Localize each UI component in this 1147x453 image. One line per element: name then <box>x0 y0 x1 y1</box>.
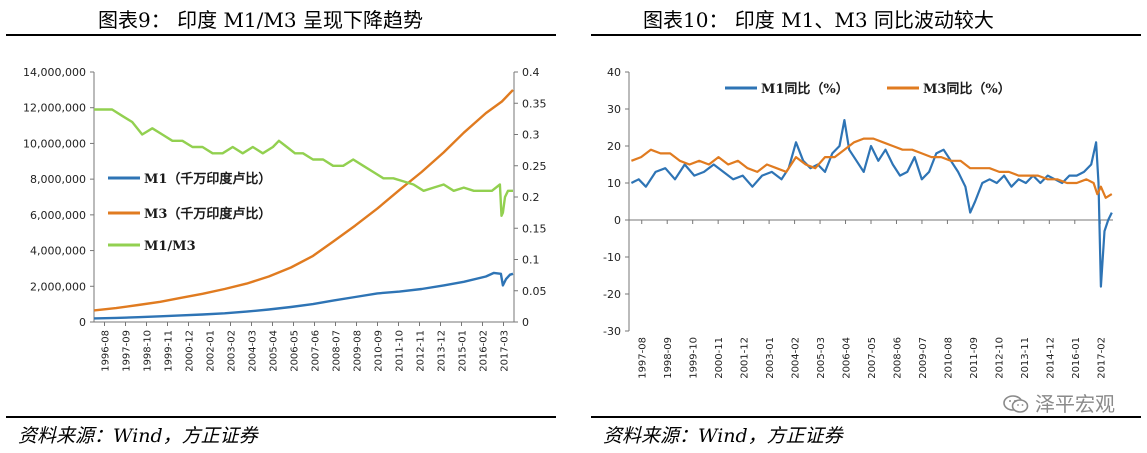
y-left-tick-label: 4,000,000 <box>30 245 86 258</box>
x-tick-label: 1999-11 <box>164 330 175 372</box>
x-tick-label: 2016-02 <box>479 330 490 372</box>
series-line <box>630 119 1113 288</box>
x-tick-label: 1998-10 <box>143 330 154 372</box>
m1-m3-growth-chart: -30 -20 -10 0 10 20 30 40 1997-08 1998-09 1999-10 2… <box>603 66 1113 379</box>
chart-title: 图表10： 印度 M1、M3 同比波动较大 <box>643 8 994 32</box>
y-left-tick-label: 2,000,000 <box>30 280 86 293</box>
legend-label: M1（千万印度卢比） <box>144 171 271 187</box>
x-tick-label: 2010-09 <box>374 330 385 372</box>
legend-label: M3（千万印度卢比） <box>144 206 271 222</box>
series-line <box>94 108 513 217</box>
y-right-tick-label: 0.25 <box>522 160 547 173</box>
x-tick-label: 2005-04 <box>269 330 280 372</box>
x-tick-label: 2010-08 <box>943 337 954 379</box>
x-tick-label: 2008-06 <box>892 337 903 379</box>
legend-label: M3同比（%） <box>923 81 1011 97</box>
y-tick-label: -10 <box>603 251 621 264</box>
y-left-tick-label: 0 <box>79 316 86 329</box>
x-tick-label: 2008-07 <box>332 330 343 372</box>
watermark-text: 泽平宏观 <box>1035 392 1115 416</box>
y-left-tick-label: 10,000,000 <box>23 137 86 150</box>
y-right-tick-label: 0.4 <box>522 66 540 79</box>
y-left-tick-label: 14,000,000 <box>23 66 86 79</box>
x-tick-label: 2003-02 <box>227 330 238 372</box>
y-right-tick-label: 0.2 <box>522 191 540 204</box>
source-rule <box>6 416 556 418</box>
y-right-tick-label: 0 <box>522 316 529 329</box>
x-tick-label: 2011-09 <box>969 337 980 379</box>
x-tick-label: 2007-05 <box>867 337 878 379</box>
x-tick-label: 1996-08 <box>101 330 112 372</box>
y-left-tick-label: 8,000,000 <box>30 173 86 186</box>
chart-title: 图表9： 印度 M1/M3 呈现下降趋势 <box>98 8 423 32</box>
x-tick-label: 2017-02 <box>1096 337 1107 379</box>
x-tick-label: 2009-08 <box>353 330 364 372</box>
y-tick-label: -20 <box>603 288 621 301</box>
source-note: 资料来源：Wind，方正证券 <box>18 425 258 447</box>
x-tick-label: 2012-10 <box>994 337 1005 379</box>
x-tick-label: 2013-12 <box>437 330 448 372</box>
y-right-tick-label: 0.3 <box>522 129 540 142</box>
x-tick-label: 1998-09 <box>663 337 674 379</box>
y-right-tick-label: 0.05 <box>522 285 547 298</box>
x-tick-label: 2003-01 <box>765 337 776 379</box>
x-tick-label: 2007-06 <box>311 330 322 372</box>
y-right-tick-label: 0.15 <box>522 222 547 235</box>
title-rule <box>591 34 1141 36</box>
left-panel: 图表9： 印度 M1/M3 呈现下降趋势 0 2,000,000 4,000,000… <box>0 0 562 453</box>
y-right-tick-label: 0.1 <box>522 254 540 267</box>
x-tick-label: 2013-11 <box>1020 337 1031 379</box>
x-tick-label: 2005-03 <box>816 337 827 379</box>
x-tick-label: 2014-12 <box>1045 337 1056 379</box>
source-rule <box>591 416 1141 418</box>
x-tick-label: 2000-12 <box>185 330 196 372</box>
y-left-tick-label: 6,000,000 <box>30 209 86 222</box>
x-tick-label: 2011-10 <box>395 330 406 372</box>
x-tick-label: 2012-11 <box>416 330 427 372</box>
x-tick-label: 2017-03 <box>500 330 511 372</box>
title-rule <box>6 34 556 36</box>
right-panel: 图表10： 印度 M1、M3 同比波动较大 -30 -20 -10 0 10 20 30 40… <box>585 0 1147 453</box>
y-left-tick-label: 12,000,000 <box>23 102 86 115</box>
source-note: 资料来源：Wind，方正证券 <box>603 425 843 447</box>
y-tick-label: 10 <box>607 177 621 190</box>
m1-m3-level-chart: 0 2,000,000 4,000,000 6,000,000 8,000,000 10,… <box>23 66 547 372</box>
x-tick-label: 2015-01 <box>458 330 469 372</box>
legend-label: M1同比（%） <box>761 81 849 97</box>
wechat-icon <box>1003 395 1029 413</box>
y-tick-label: -30 <box>603 325 621 338</box>
x-tick-label: 1997-08 <box>638 337 649 379</box>
x-tick-label: 2001-12 <box>740 337 751 379</box>
y-right-tick-label: 0.35 <box>522 97 547 110</box>
legend-label: M1/M3 <box>144 239 196 254</box>
y-tick-label: 20 <box>607 140 621 153</box>
x-tick-label: 1999-10 <box>689 337 700 379</box>
watermark: 泽平宏观 <box>1003 388 1115 417</box>
series-line <box>93 271 514 320</box>
series-line <box>631 137 1113 199</box>
x-tick-label: 2000-11 <box>714 337 725 379</box>
x-tick-label: 2016-01 <box>1071 337 1082 379</box>
x-tick-label: 2002-01 <box>206 330 217 372</box>
y-tick-label: 30 <box>607 103 621 116</box>
y-tick-label: 0 <box>614 214 621 227</box>
x-tick-label: 1997-09 <box>122 330 133 372</box>
x-tick-label: 2009-07 <box>918 337 929 379</box>
y-tick-label: 40 <box>607 66 621 79</box>
x-tick-label: 2004-02 <box>791 337 802 379</box>
x-tick-label: 2006-04 <box>842 337 853 379</box>
series-line <box>93 89 514 312</box>
x-tick-label: 2006-05 <box>290 330 301 372</box>
x-tick-label: 2004-03 <box>248 330 259 372</box>
